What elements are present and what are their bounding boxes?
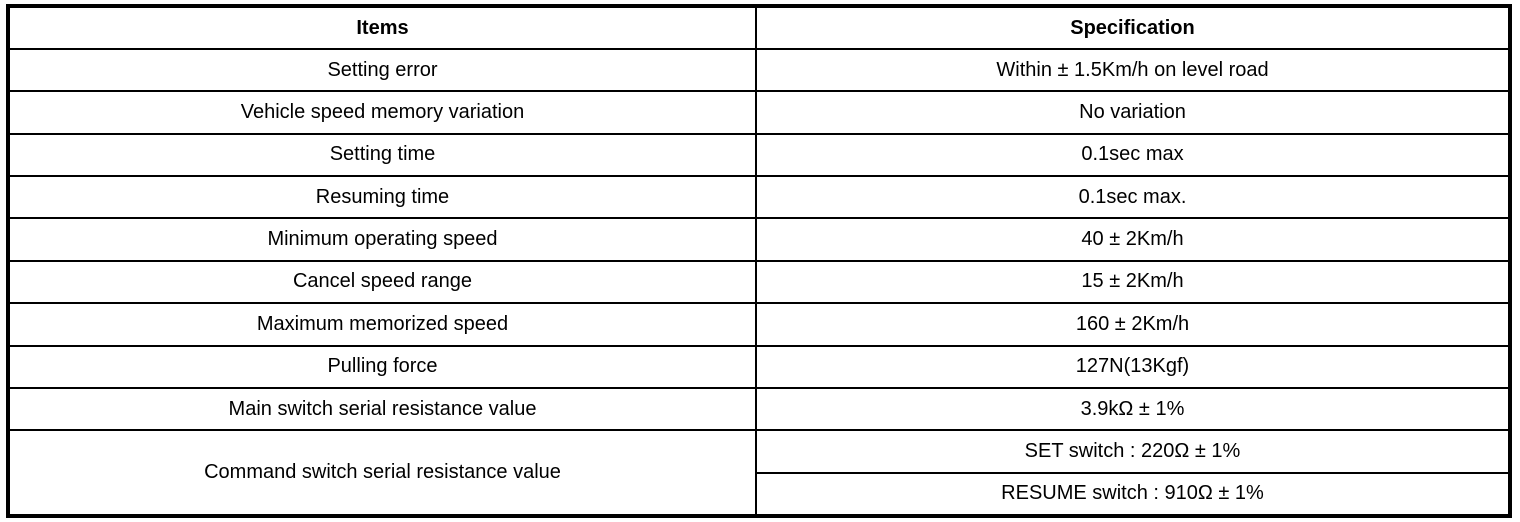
spec-cell: 127N(13Kgf) xyxy=(755,344,1511,389)
item-cell: Main switch serial resistance value xyxy=(7,386,757,432)
table-row: Setting error Within ± 1.5Km/h on level r… xyxy=(7,47,1511,93)
table-row: Command switch serial resistance value S… xyxy=(7,429,1511,517)
item-cell: Minimum operating speed xyxy=(7,217,757,262)
item-cell: Maximum memorized speed xyxy=(7,302,757,347)
command-item-cell: Command switch serial resistance value xyxy=(7,429,757,517)
table-row: RESUME switch : 910Ω ± 1% xyxy=(8,471,1511,518)
table-row: Vehicle speed memory variation No variati… xyxy=(7,90,1511,135)
item-cell: Cancel speed range xyxy=(7,259,757,305)
table-row: Minimum operating speed 40 ± 2Km/h xyxy=(7,217,1511,262)
table-row: Maximum memorized speed 160 ± 2Km/h xyxy=(7,302,1511,347)
spec-cell: 15 ± 2Km/h xyxy=(755,259,1511,305)
table-row: Main switch serial resistance value 3.9kΩ… xyxy=(7,386,1511,432)
item-cell: Setting error xyxy=(7,47,757,93)
table-row: Resuming time 0.1sec max. xyxy=(7,175,1511,220)
item-cell: Pulling force xyxy=(7,344,757,389)
header-items: Items xyxy=(7,5,757,50)
spec-cell: No variation xyxy=(755,90,1511,135)
spec-cell: 40 ± 2Km/h xyxy=(755,217,1511,262)
spec-cell: 160 ± 2Km/h xyxy=(755,302,1511,347)
table-row: Cancel speed range 15 ± 2Km/h xyxy=(7,259,1511,305)
spec-cell: 0.1sec max. xyxy=(755,175,1511,220)
table-row: Setting time 0.1sec max xyxy=(7,132,1511,178)
spec-cell: 3.9kΩ ± 1% xyxy=(755,386,1511,432)
specification-table: Items Specification Setting error Within … xyxy=(6,4,1512,518)
item-cell: Resuming time xyxy=(7,175,757,220)
spec-cell: Within ± 1.5Km/h on level road xyxy=(755,47,1511,93)
resume-switch-spec-cell: RESUME switch : 910Ω ± 1% xyxy=(755,471,1511,518)
spec-cell: 0.1sec max xyxy=(755,132,1511,178)
header-specification: Specification xyxy=(755,5,1511,50)
table-row: Pulling force 127N(13Kgf) xyxy=(7,344,1511,389)
item-cell: Setting time xyxy=(7,132,757,178)
set-switch-spec-cell: SET switch : 220Ω ± 1% xyxy=(755,429,1511,474)
item-cell: Vehicle speed memory variation xyxy=(7,90,757,135)
header-row: Items Specification xyxy=(7,5,1511,50)
